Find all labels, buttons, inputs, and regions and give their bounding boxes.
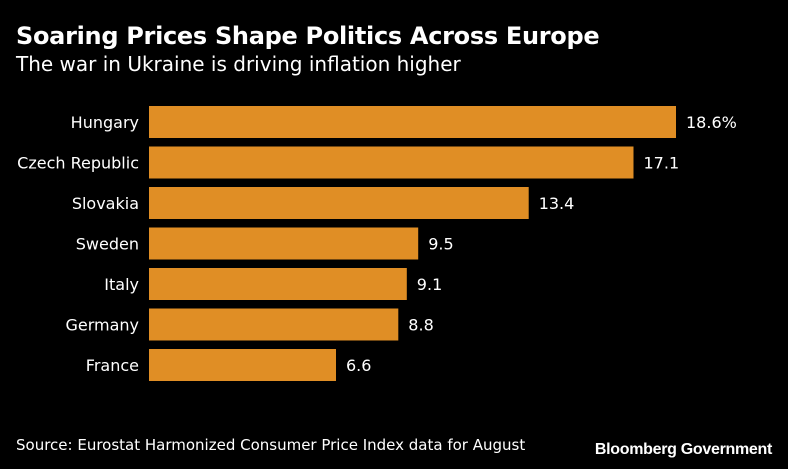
category-label: Slovakia xyxy=(72,194,139,213)
value-label: 8.8 xyxy=(408,316,433,335)
bar-sweden xyxy=(149,227,419,260)
value-label: 6.6 xyxy=(346,356,371,375)
category-label: Italy xyxy=(104,275,139,294)
chart-title: Soaring Prices Shape Politics Across Eur… xyxy=(16,22,600,50)
value-label: 9.1 xyxy=(417,275,442,294)
bar-italy xyxy=(149,268,407,300)
bar-france xyxy=(149,349,336,381)
value-label: 18.6% xyxy=(686,113,737,132)
value-label: 9.5 xyxy=(428,235,453,254)
brand-logo: Bloomberg Government xyxy=(594,441,772,458)
category-label: Czech Republic xyxy=(17,154,139,173)
category-label: Sweden xyxy=(76,235,139,254)
bar-slovakia xyxy=(149,187,529,219)
bar-germany xyxy=(149,308,399,341)
category-label: Hungary xyxy=(71,113,139,132)
bar-czech-republic xyxy=(149,146,634,179)
category-label: Germany xyxy=(65,316,139,335)
chart-subtitle: The war in Ukraine is driving inflation … xyxy=(16,52,461,76)
category-label: France xyxy=(86,356,139,375)
source-note: Source: Eurostat Harmonized Consumer Pri… xyxy=(16,436,526,454)
value-label: 13.4 xyxy=(539,194,575,213)
value-label: 17.1 xyxy=(644,154,680,173)
bar-hungary xyxy=(149,106,676,138)
